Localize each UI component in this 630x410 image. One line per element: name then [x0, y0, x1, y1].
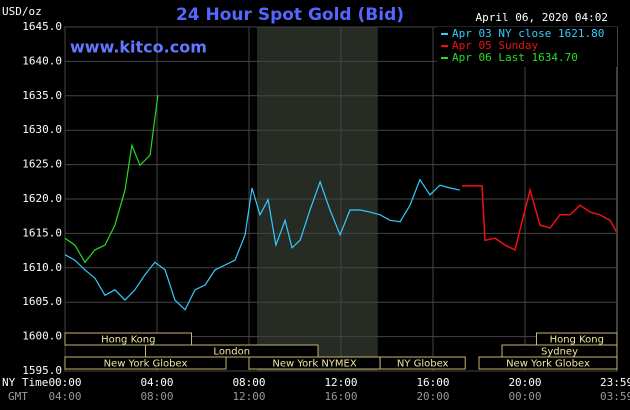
session-label: NY Globex	[397, 359, 449, 370]
series-line	[462, 185, 618, 251]
session-label: New York Globex	[506, 359, 590, 370]
x-tick-label: 04:00	[140, 376, 173, 389]
y-tick-label: 1595.0	[22, 364, 62, 377]
y-axis-label: USD/oz	[2, 5, 42, 18]
x2-tick-label: 03:59	[600, 390, 630, 403]
y-tick-label: 1620.0	[22, 192, 62, 205]
y-tick-label: 1605.0	[22, 295, 62, 308]
session-label: Sydney	[541, 347, 578, 358]
x2-tick-label: 16:00	[324, 390, 357, 403]
session-label: New York NYMEX	[272, 359, 357, 370]
y-tick-label: 1615.0	[22, 226, 62, 239]
session-label: Hong Kong	[101, 335, 155, 346]
x2-tick-label: 00:00	[508, 390, 541, 403]
watermark: www.kitco.com	[70, 38, 207, 57]
x-axis-label: NY Time	[2, 376, 48, 389]
x2-axis-label: GMT	[8, 390, 28, 403]
y-tick-label: 1610.0	[22, 261, 62, 274]
y-tick-label: 1630.0	[22, 123, 62, 136]
session-box	[379, 356, 466, 370]
session-label: New York Globex	[104, 359, 188, 370]
chart-title: 24 Hour Spot Gold (Bid)	[176, 5, 404, 25]
legend-label: Apr 06 Last 1634.70	[452, 51, 578, 64]
x-tick-label: 12:00	[324, 376, 357, 389]
x-tick-label: 20:00	[508, 376, 541, 389]
x2-tick-label: 12:00	[232, 390, 265, 403]
x2-tick-label: 04:00	[48, 390, 81, 403]
session-box	[478, 356, 618, 370]
session-label: Hong Kong	[550, 335, 604, 346]
session-box	[64, 356, 227, 370]
y-tick-label: 1625.0	[22, 158, 62, 171]
legend-label: Apr 03 NY close 1621.80	[452, 27, 604, 40]
x-tick-label: 00:00	[48, 376, 81, 389]
x-tick-label: 08:00	[232, 376, 265, 389]
session-box	[145, 344, 319, 358]
y-tick-label: 1645.0	[22, 20, 62, 33]
x-tick-label: 23:59	[600, 376, 630, 389]
x2-tick-label: 08:00	[140, 390, 173, 403]
y-tick-label: 1640.0	[22, 54, 62, 67]
series-line	[64, 95, 159, 264]
session-box	[64, 332, 192, 346]
x-tick-label: 16:00	[416, 376, 449, 389]
session-label: London	[213, 347, 250, 358]
series-line	[64, 178, 461, 311]
y-tick-label: 1600.0	[22, 330, 62, 343]
y-tick-label: 1635.0	[22, 89, 62, 102]
legend-label: Apr 05 Sunday	[452, 39, 538, 52]
legend-box	[437, 27, 617, 67]
timestamp: April 06, 2020 04:02	[476, 11, 608, 24]
x2-tick-label: 20:00	[416, 390, 449, 403]
